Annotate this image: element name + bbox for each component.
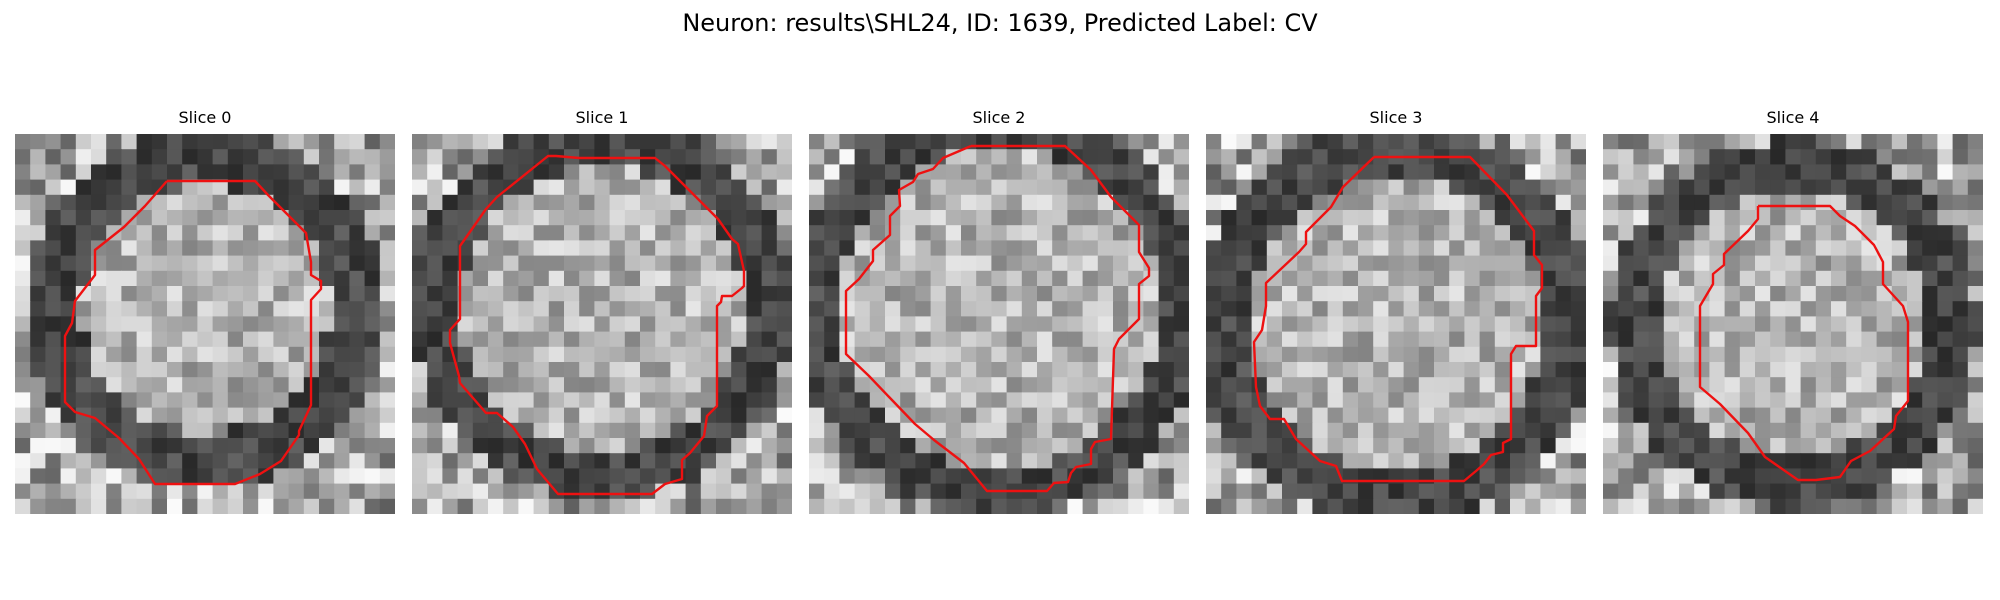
contour-4 <box>1698 204 1910 482</box>
slice-image-4 <box>1603 134 1983 514</box>
slice-title-1: Slice 1 <box>575 108 629 127</box>
grayscale-tiles-1 <box>412 134 792 514</box>
slice-title-2: Slice 2 <box>972 108 1026 127</box>
slice-panel-2: Slice 2 <box>809 106 1189 524</box>
slice-panel-1: Slice 1 <box>412 106 792 524</box>
slice-image-1 <box>412 134 792 514</box>
contour-3 <box>1252 155 1544 483</box>
slice-title-0: Slice 0 <box>178 108 232 127</box>
grayscale-tiles-3 <box>1206 134 1586 514</box>
contour-0 <box>63 179 323 486</box>
slice-title-3: Slice 3 <box>1369 108 1423 127</box>
figure-title: Neuron: results\SHL24, ID: 1639, Predict… <box>682 9 1318 37</box>
grayscale-tiles-2 <box>809 134 1189 514</box>
slice-panel-0: Slice 0 <box>15 106 395 524</box>
contour-2 <box>844 144 1151 493</box>
slice-image-0 <box>15 134 395 514</box>
slice-title-4: Slice 4 <box>1766 108 1820 127</box>
contour-1 <box>448 154 746 496</box>
slice-image-3 <box>1206 134 1586 514</box>
grayscale-tiles-0 <box>15 134 395 514</box>
grayscale-tiles-4 <box>1603 134 1983 514</box>
slice-image-2 <box>809 134 1189 514</box>
slice-panel-4: Slice 4 <box>1603 106 1983 524</box>
slice-panel-3: Slice 3 <box>1206 106 1586 524</box>
